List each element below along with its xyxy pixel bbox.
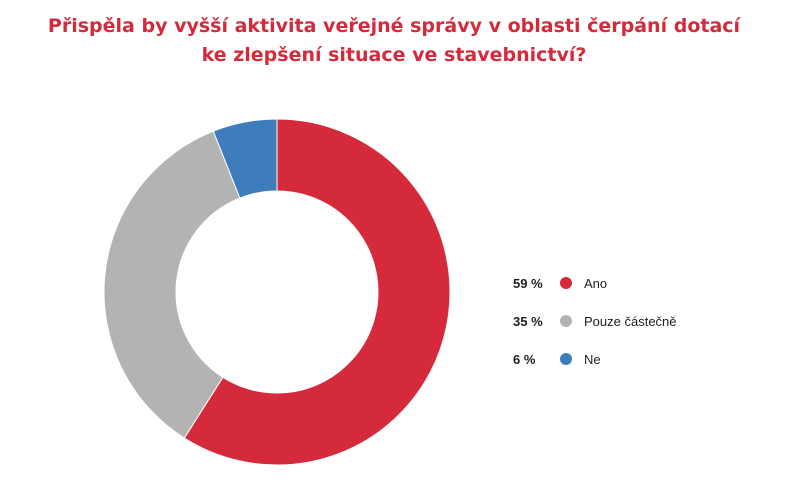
legend-item: 59 % Ano [507, 264, 677, 302]
legend-value: 35 % [513, 313, 543, 329]
donut-slice-pouze-částečně [103, 130, 241, 439]
legend-label: Ano [584, 275, 608, 291]
donut-slice-ano [183, 118, 451, 466]
legend-item: 35 % Pouze částečně [507, 302, 677, 340]
legend-swatch [560, 277, 572, 289]
legend-swatch [560, 353, 572, 365]
chart-title: Přispěla by vyšší aktivita veřejné správ… [0, 12, 788, 70]
legend-swatch [560, 315, 572, 327]
legend-item: 6 % Ne [507, 340, 677, 378]
legend-value: 59 % [513, 275, 543, 291]
legend-label: Ne [584, 351, 601, 367]
legend-label: Pouze částečně [584, 313, 677, 329]
legend-value: 6 % [513, 351, 536, 367]
chart-legend: 59 % Ano 35 % Pouze částečně 6 % Ne [507, 264, 677, 378]
chart-title-line-1: Přispěla by vyšší aktivita veřejné správ… [47, 15, 741, 37]
chart-title-line-2: ke zlepšení situace ve stavebnictví? [201, 44, 587, 66]
donut-slice-ne [212, 118, 278, 199]
